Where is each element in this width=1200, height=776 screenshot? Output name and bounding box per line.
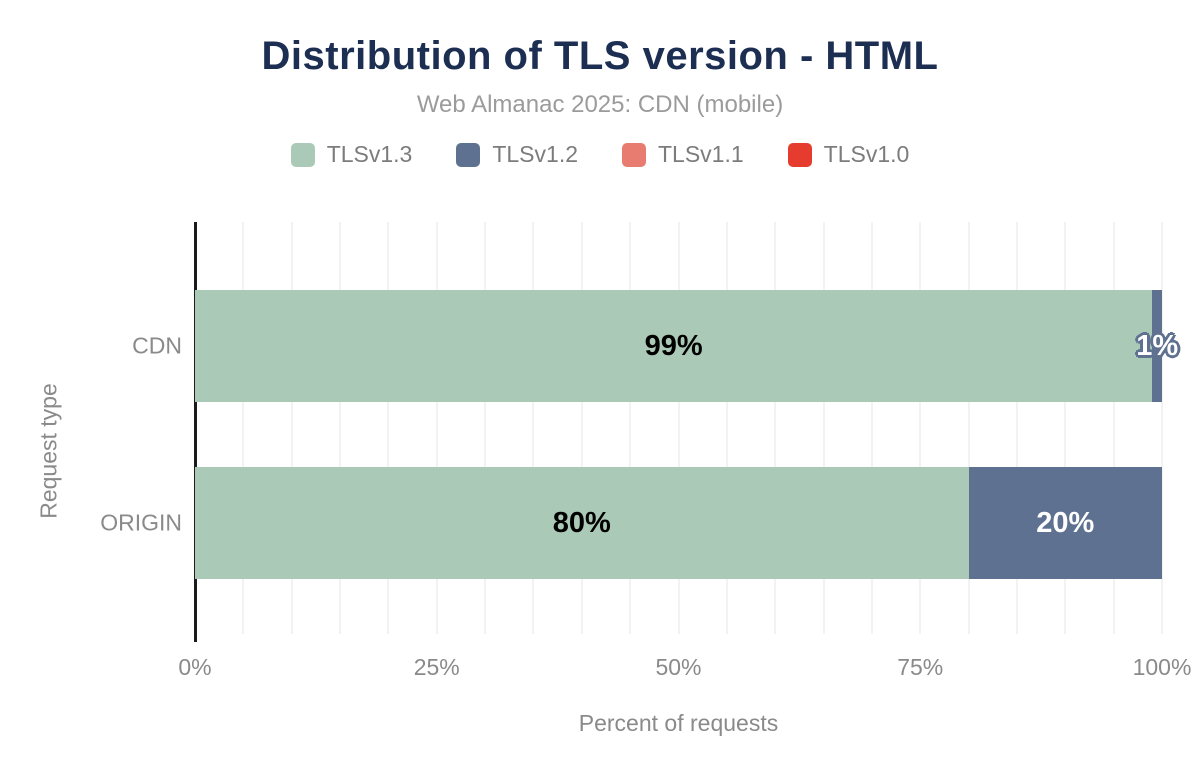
category-label-cdn: CDN xyxy=(132,332,182,359)
plot-area: 99% 1% 80% 20% CDN ORIGIN 0% 25% 50% 75% 100% Pe… xyxy=(100,222,1191,736)
x-tick-label: 25% xyxy=(413,654,460,680)
gridline xyxy=(387,222,390,634)
bar-segment-cdn-tlsv1.3[interactable]: 99% xyxy=(195,290,1153,402)
bar-segment-cdn-tlsv1.2[interactable]: 1% xyxy=(1136,290,1178,402)
gridline xyxy=(580,222,583,634)
gridline xyxy=(822,222,825,634)
gridline xyxy=(484,222,487,634)
bar-segment-label: 99% xyxy=(644,329,703,362)
gridline xyxy=(870,222,873,634)
gridline xyxy=(967,222,970,634)
x-tick-label: 100% xyxy=(1132,654,1192,680)
gridline xyxy=(435,222,438,634)
bar-segment-label: 1% xyxy=(1136,329,1179,362)
gridline xyxy=(339,222,342,634)
gridline xyxy=(1015,222,1018,634)
y-axis-line xyxy=(194,222,197,642)
chart-subtitle: Web Almanac 2025: CDN (mobile) xyxy=(416,91,784,118)
gridline xyxy=(725,222,728,634)
chart-title: Distribution of TLS version - HTML xyxy=(261,34,939,78)
legend-label: TLSv1.1 xyxy=(658,141,744,167)
legend-swatch-icon xyxy=(787,142,812,167)
x-axis-title: Percent of requests xyxy=(578,710,779,736)
bar-segment-label: 80% xyxy=(552,506,611,539)
category-label-origin: ORIGIN xyxy=(100,509,182,536)
gridline xyxy=(532,222,535,634)
x-tick-label: 50% xyxy=(655,654,702,680)
legend-label: TLSv1.2 xyxy=(492,141,578,167)
bar-cdn: 99% 1% xyxy=(195,290,1178,402)
legend-item-tlsv1.0[interactable]: TLSv1.0 xyxy=(787,141,910,168)
bar-origin: 80% 20% xyxy=(195,467,1162,579)
gridline xyxy=(1112,222,1115,634)
gridline xyxy=(1064,222,1067,634)
legend-swatch-icon xyxy=(290,142,315,167)
bar-segment-origin-tlsv1.2[interactable]: 20% xyxy=(968,467,1162,579)
gridline xyxy=(1161,222,1163,634)
x-tick-label: 75% xyxy=(897,654,944,680)
x-tick-label: 0% xyxy=(178,654,212,680)
gridline xyxy=(919,222,922,634)
legend-swatch-icon xyxy=(622,142,646,167)
gridline xyxy=(677,222,680,634)
gridline xyxy=(629,222,632,634)
legend-label: TLSv1.0 xyxy=(823,141,910,167)
gridline xyxy=(242,222,245,634)
legend-swatch-icon xyxy=(456,142,481,167)
gridline xyxy=(290,222,293,634)
legend-label: TLSv1.3 xyxy=(326,141,413,167)
legend: TLSv1.3 TLSv1.2 TLSv1.1 TLSv1.0 xyxy=(0,141,1200,168)
legend-item-tlsv1.2[interactable]: TLSv1.2 xyxy=(456,141,578,168)
gridline xyxy=(774,222,777,634)
legend-item-tlsv1.3[interactable]: TLSv1.3 xyxy=(290,141,413,168)
legend-item-tlsv1.1[interactable]: TLSv1.1 xyxy=(622,141,744,168)
y-axis-title: Request type xyxy=(35,383,62,519)
bar-segment-origin-tlsv1.3[interactable]: 80% xyxy=(195,467,969,579)
bar-segment-label: 20% xyxy=(1036,506,1095,539)
